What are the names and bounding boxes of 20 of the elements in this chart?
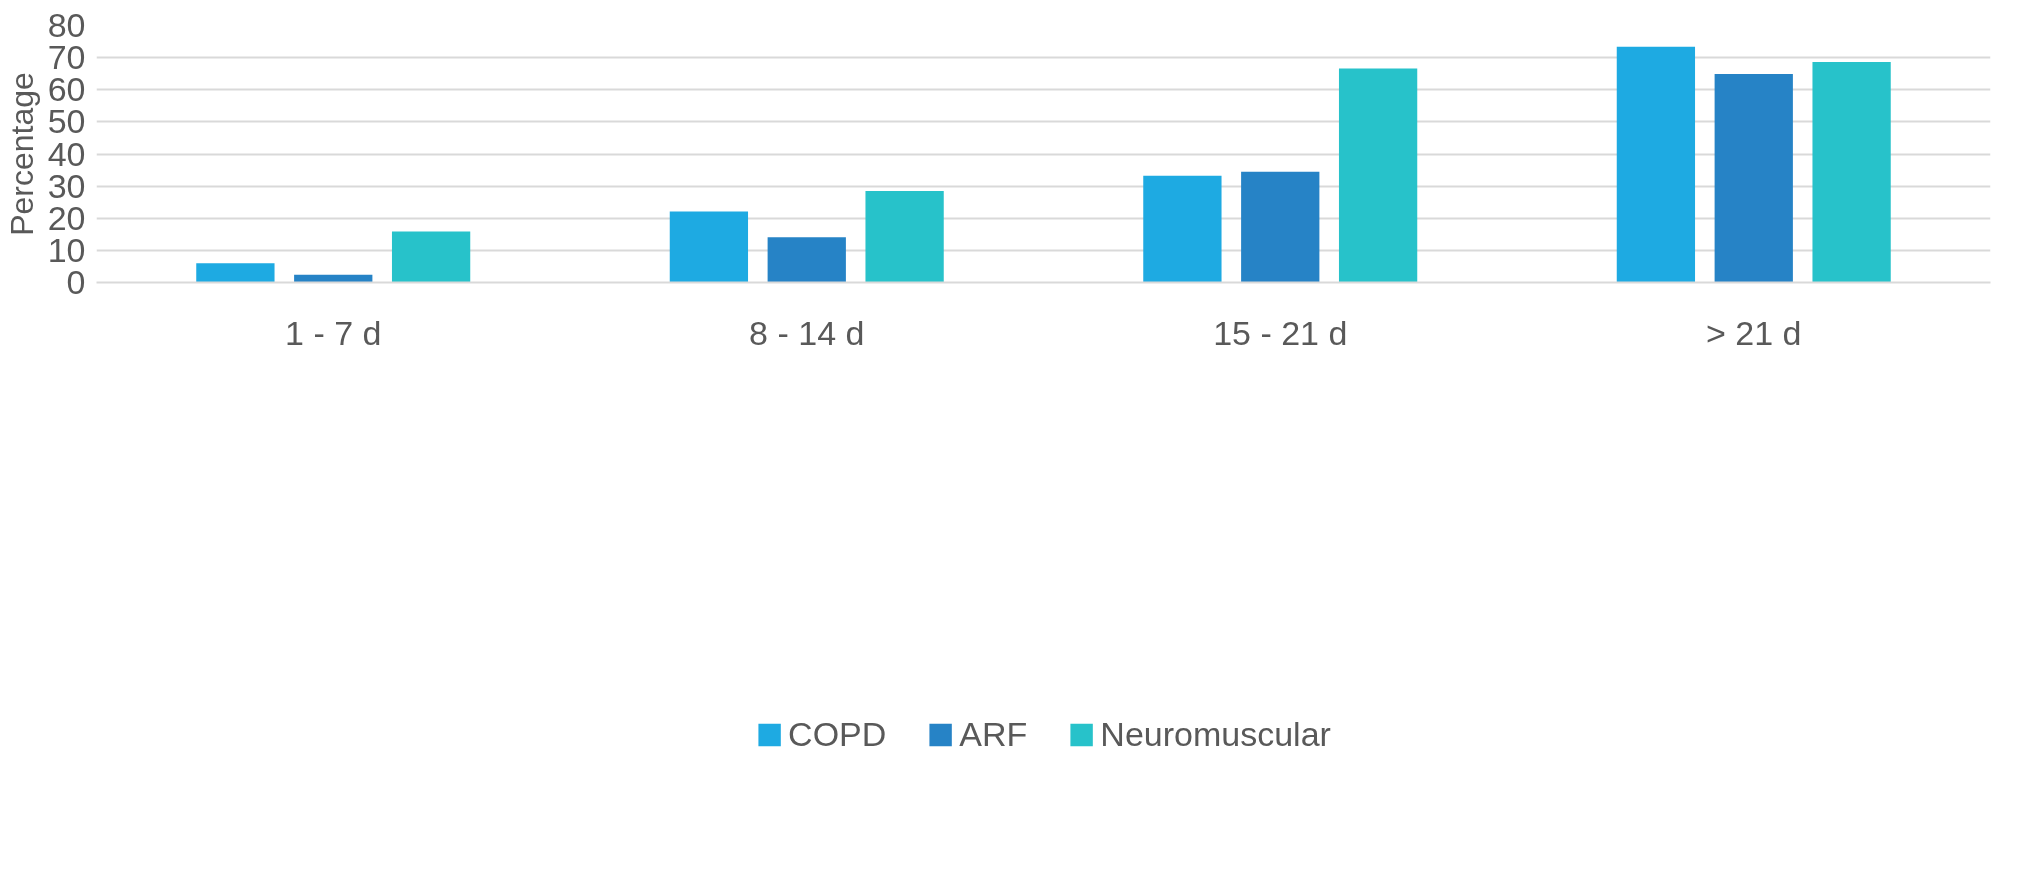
bar xyxy=(391,231,471,283)
bar xyxy=(1241,171,1320,283)
legend-label: Neuromuscular xyxy=(1100,714,1331,754)
legend-label: COPD xyxy=(788,714,887,754)
x-tick-label: 8 - 14 d xyxy=(749,313,865,352)
bar xyxy=(865,190,944,283)
x-tick-label: > 21 d xyxy=(1706,313,1802,352)
bar xyxy=(669,211,749,283)
bar xyxy=(767,237,846,283)
bar xyxy=(1143,175,1222,283)
y-axis-title: Percentage xyxy=(3,72,40,236)
x-tick-label: 1 - 7 d xyxy=(285,313,382,352)
bar xyxy=(294,274,373,283)
bar xyxy=(196,263,275,283)
bar xyxy=(1812,62,1891,283)
bar xyxy=(1714,74,1793,283)
x-tick-label: 15 - 21 d xyxy=(1213,313,1348,352)
bar xyxy=(1338,68,1418,283)
legend-label: ARF xyxy=(959,714,1028,754)
bar xyxy=(1616,46,1696,283)
